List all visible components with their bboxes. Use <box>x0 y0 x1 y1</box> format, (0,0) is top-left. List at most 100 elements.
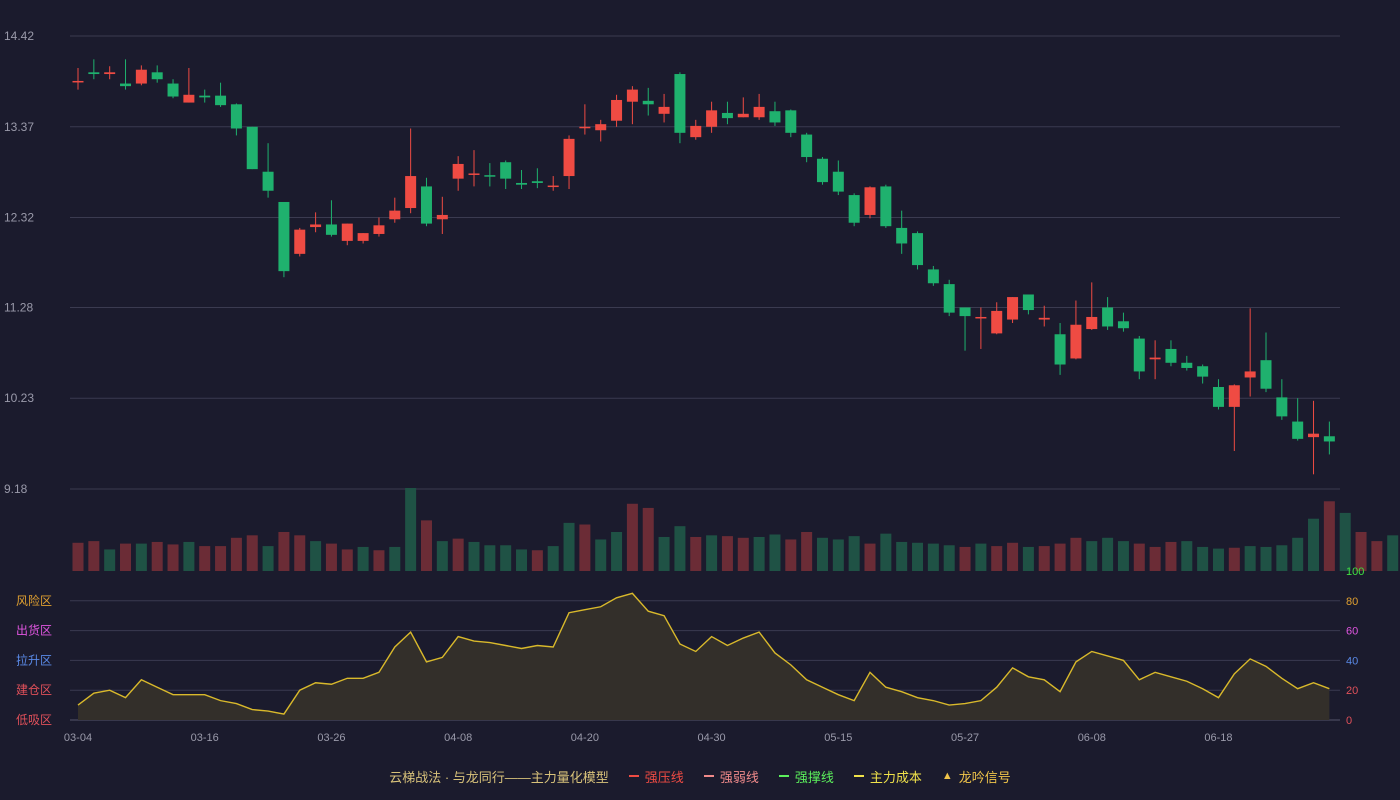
volume-bar <box>1149 546 1161 571</box>
candle <box>310 212 322 233</box>
candle-body <box>595 124 607 131</box>
candle-body <box>674 74 686 133</box>
legend-title: 云梯战法 · 与龙同行——主力量化模型 <box>389 769 609 785</box>
candle-body <box>547 185 559 188</box>
candle-body <box>832 171 844 192</box>
volume-bar <box>896 541 908 571</box>
candle-body <box>389 210 401 220</box>
candle-body <box>151 72 163 80</box>
candle <box>104 66 116 80</box>
candle-body <box>753 106 765 118</box>
candle-body <box>1117 321 1129 329</box>
candle-body <box>199 95 211 98</box>
candle <box>785 109 797 138</box>
legend-item-resistance[interactable]: 强压线 <box>628 767 684 786</box>
candle <box>611 94 623 127</box>
volume-bar <box>880 533 892 571</box>
candle <box>658 93 670 123</box>
candle-body <box>1086 316 1098 330</box>
candle <box>151 65 163 83</box>
candle <box>959 307 971 351</box>
candle <box>135 65 147 86</box>
indicator-axis-labels: 0 20 40 60 80 100 <box>1346 566 1364 727</box>
candle <box>832 160 844 196</box>
volume-bar <box>405 488 417 571</box>
indicator-line <box>77 592 1330 715</box>
candle-body <box>1212 386 1224 407</box>
candle-body <box>88 72 100 75</box>
candle <box>1038 305 1050 327</box>
zone-label: 风险区 <box>16 593 52 608</box>
volume-bar <box>579 524 591 571</box>
legend-item-main-cost[interactable]: 主力成本 <box>853 767 922 786</box>
candle <box>595 119 607 142</box>
volume-bar <box>1212 548 1224 571</box>
candle <box>1308 400 1320 475</box>
candle <box>1276 379 1288 420</box>
volume-bar <box>943 545 955 571</box>
candle-body <box>420 186 432 224</box>
volume-bar <box>658 536 670 571</box>
candle <box>1022 294 1034 315</box>
candle-body <box>516 182 528 185</box>
candle-body <box>737 113 749 118</box>
price-tick-label: 10.23 <box>4 391 34 405</box>
date-tick-label: 06-18 <box>1204 732 1232 744</box>
candle-body <box>405 176 417 209</box>
volume-bar <box>721 536 733 571</box>
candle <box>1086 282 1098 330</box>
legend-item-strength[interactable]: 强弱线 <box>703 767 759 786</box>
candle <box>516 169 528 190</box>
candle-body <box>1133 338 1145 372</box>
volume-bar <box>991 546 1003 571</box>
volume-bar <box>864 543 876 571</box>
date-tick-label: 05-27 <box>951 732 979 744</box>
volume-bar <box>626 503 638 571</box>
candle <box>120 59 132 90</box>
candle-body <box>848 195 860 223</box>
candle-body <box>658 106 670 114</box>
volume-bar <box>1102 537 1114 571</box>
volume-bar <box>310 541 322 571</box>
candle-body <box>690 125 702 138</box>
volume-bar <box>151 541 163 571</box>
candle <box>721 101 733 125</box>
candle-body <box>1149 357 1161 360</box>
resistance-line-icon <box>628 775 639 777</box>
volume-bar <box>468 541 480 571</box>
zone-label: 拉升区 <box>16 652 52 667</box>
support-line-icon <box>778 775 789 777</box>
candle <box>1323 421 1335 455</box>
volume-bar <box>230 537 242 571</box>
volume-bar <box>959 546 971 571</box>
candle <box>690 119 702 140</box>
volume-bar <box>912 542 924 571</box>
volume-bar <box>1355 531 1367 571</box>
volume-bar <box>500 545 512 571</box>
candle-body <box>294 229 306 254</box>
volume-bar <box>927 543 939 571</box>
candle <box>167 79 179 99</box>
candle-body <box>1038 317 1050 320</box>
candle-body <box>642 100 654 105</box>
indicator-tick-label: 80 <box>1346 596 1358 608</box>
date-tick-label: 05-15 <box>824 732 852 744</box>
candle <box>468 150 480 187</box>
candle <box>706 101 718 133</box>
candle <box>262 143 274 198</box>
legend-item-dragon-signal[interactable]: ▲ 龙吟信号 <box>941 769 1011 785</box>
volume-bar <box>1371 541 1383 571</box>
volume-bar <box>975 543 987 571</box>
candle <box>674 72 686 144</box>
candle-body <box>468 173 480 175</box>
candle <box>1228 384 1240 451</box>
candle <box>1070 300 1082 360</box>
price-tick-label: 13.37 <box>4 120 34 134</box>
candle <box>294 227 306 257</box>
volume-bar <box>1387 535 1399 571</box>
legend-item-support[interactable]: 强撑线 <box>778 767 834 786</box>
candle <box>1117 312 1129 332</box>
indicator-tick-label: 20 <box>1346 685 1358 697</box>
candle-body <box>215 95 227 106</box>
candle <box>183 67 195 103</box>
